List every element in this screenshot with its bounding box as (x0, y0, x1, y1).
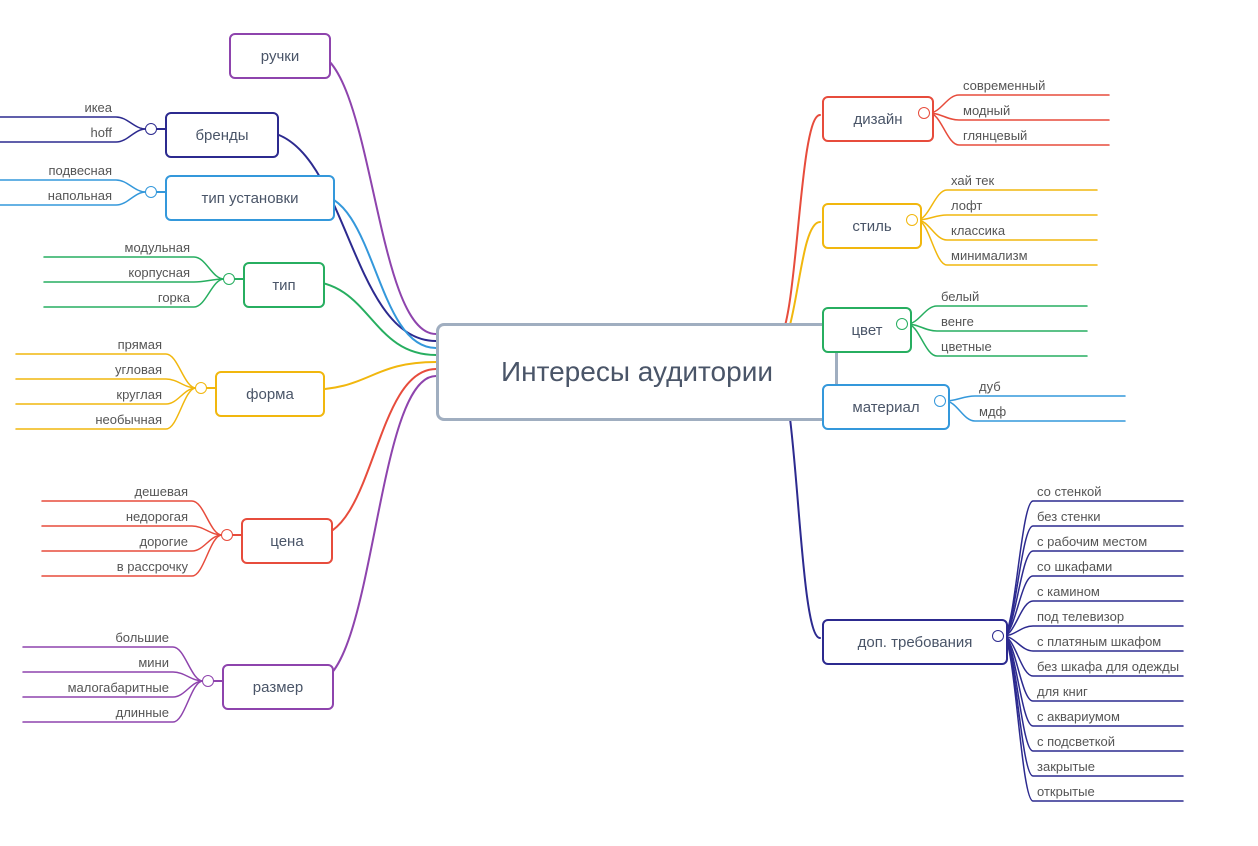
leaf-label: с камином (1037, 584, 1100, 599)
joint-icon (145, 186, 157, 198)
leaf-label: модульная (125, 240, 191, 255)
branch-label: форма (246, 386, 294, 403)
leaf-label: hoff (91, 125, 112, 140)
joint-icon (221, 529, 233, 541)
leaf-label: дешевая (134, 484, 188, 499)
leaf-label: необычная (95, 412, 162, 427)
branch-material: материал (822, 384, 950, 430)
leaf-label: дорогие (139, 534, 188, 549)
leaf-label: дуб (979, 379, 1001, 394)
leaf-label: открытые (1037, 784, 1095, 799)
leaf-label: малогабаритные (68, 680, 169, 695)
leaf-label: с рабочим местом (1037, 534, 1147, 549)
leaf-label: круглая (116, 387, 162, 402)
leaf-label: со стенкой (1037, 484, 1102, 499)
leaf-label: под телевизор (1037, 609, 1124, 624)
branch-tip_ust: тип установки (165, 175, 335, 221)
leaf-label: мини (138, 655, 169, 670)
joint-icon (145, 123, 157, 135)
leaf-label: корпусная (128, 265, 190, 280)
joint-icon (906, 214, 918, 226)
leaf-label: с платяным шкафом (1037, 634, 1161, 649)
joint-icon (934, 395, 946, 407)
leaf-label: белый (941, 289, 979, 304)
leaf-label: без стенки (1037, 509, 1100, 524)
leaf-label: недорогая (126, 509, 188, 524)
leaf-label: закрытые (1037, 759, 1095, 774)
joint-icon (918, 107, 930, 119)
branch-razmer: размер (222, 664, 334, 710)
leaf-label: икеа (84, 100, 112, 115)
leaf-label: с аквариумом (1037, 709, 1120, 724)
leaf-label: со шкафами (1037, 559, 1112, 574)
branch-cvet: цвет (822, 307, 912, 353)
root-label: Интересы аудитории (501, 356, 773, 388)
branch-dizajn: дизайн (822, 96, 934, 142)
joint-icon (992, 630, 1004, 642)
branch-label: бренды (195, 127, 248, 144)
branch-label: размер (253, 679, 303, 696)
branch-label: материал (852, 399, 919, 416)
branch-label: тип установки (202, 190, 299, 207)
branch-ruchki: ручки (229, 33, 331, 79)
joint-icon (896, 318, 908, 330)
branch-stil: стиль (822, 203, 922, 249)
leaf-label: для книг (1037, 684, 1088, 699)
leaf-label: прямая (118, 337, 162, 352)
leaf-label: хай тек (951, 173, 994, 188)
branch-label: тип (272, 277, 295, 294)
leaf-label: большие (115, 630, 169, 645)
leaf-label: длинные (116, 705, 169, 720)
branch-forma: форма (215, 371, 325, 417)
joint-icon (202, 675, 214, 687)
leaf-label: минимализм (951, 248, 1028, 263)
leaf-label: без шкафа для одежды (1037, 659, 1179, 674)
leaf-label: подвесная (48, 163, 112, 178)
branch-brendy: бренды (165, 112, 279, 158)
leaf-label: цветные (941, 339, 992, 354)
leaf-label: классика (951, 223, 1005, 238)
branch-label: дизайн (853, 111, 902, 128)
branch-label: доп. требования (858, 634, 973, 651)
branch-label: ручки (261, 48, 299, 65)
branch-label: цена (270, 533, 303, 550)
branch-label: стиль (852, 218, 891, 235)
leaf-label: венге (941, 314, 974, 329)
joint-icon (223, 273, 235, 285)
branch-dop: доп. требования (822, 619, 1008, 665)
branch-tip: тип (243, 262, 325, 308)
leaf-label: современный (963, 78, 1045, 93)
leaf-label: с подсветкой (1037, 734, 1115, 749)
root-node: Интересы аудитории (436, 323, 838, 421)
leaf-label: модный (963, 103, 1010, 118)
leaf-label: напольная (48, 188, 112, 203)
branch-cena: цена (241, 518, 333, 564)
leaf-label: мдф (979, 404, 1006, 419)
leaf-label: в рассрочку (117, 559, 188, 574)
branch-label: цвет (851, 322, 882, 339)
leaf-label: горка (158, 290, 190, 305)
joint-icon (195, 382, 207, 394)
leaf-label: угловая (115, 362, 162, 377)
leaf-label: лофт (951, 198, 982, 213)
leaf-label: глянцевый (963, 128, 1027, 143)
